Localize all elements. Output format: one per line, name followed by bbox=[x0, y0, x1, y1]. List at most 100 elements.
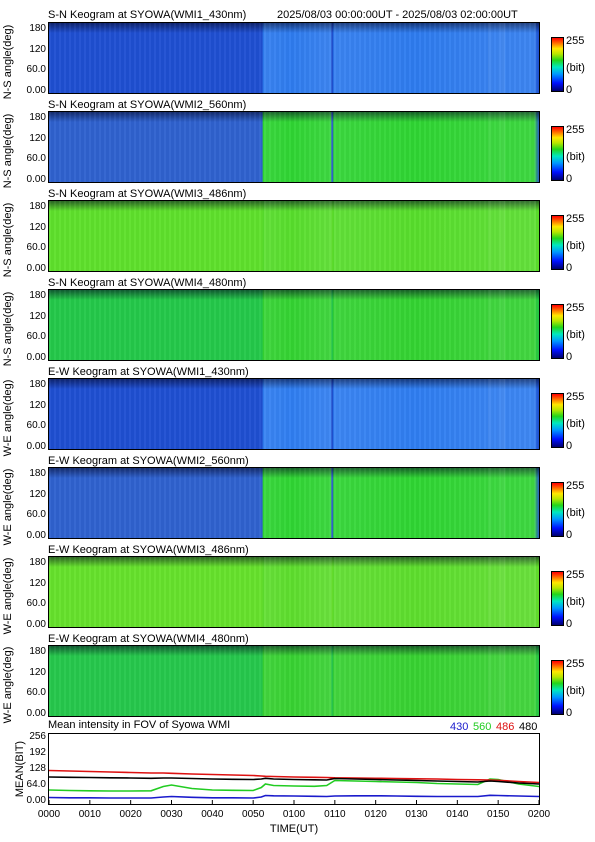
keogram-6-ytick: 0.00 bbox=[26, 530, 46, 541]
keogram-4-ytick: 120 bbox=[29, 310, 46, 322]
colorbar-6-unit-label: (bit) bbox=[566, 507, 585, 519]
colorbar-8 bbox=[551, 660, 564, 715]
colorbar-8-max-label: 255 bbox=[566, 658, 585, 670]
colorbar-1-unit-label: (bit) bbox=[566, 62, 585, 74]
x-tick-label: 0120 bbox=[364, 809, 387, 820]
keogram-5-ytick: 120 bbox=[29, 399, 46, 411]
x-tick-label: 0050 bbox=[242, 809, 265, 820]
keogram-8-ytick: 0.00 bbox=[26, 708, 46, 719]
keogram-6-title: E-W Keogram at SYOWA(WMI2_560nm) bbox=[48, 455, 249, 467]
keogram-1-ytick: 180 bbox=[29, 23, 46, 34]
keogram-5-image bbox=[48, 378, 540, 450]
colorbar-2-max-label: 255 bbox=[566, 124, 585, 136]
keogram-5-ytick: 0.00 bbox=[26, 441, 46, 452]
colorbar-2-min-label: 0 bbox=[566, 173, 573, 185]
keogram-6-ytick: 120 bbox=[29, 488, 46, 500]
colorbar-3-unit-label: (bit) bbox=[566, 240, 585, 252]
legend-430: 430 bbox=[450, 721, 469, 733]
colorbar-3-min-label: 0 bbox=[566, 262, 573, 274]
keogram-8-ytick: 120 bbox=[29, 666, 46, 678]
colorbar-5-unit-label: (bit) bbox=[566, 418, 585, 430]
colorbar-7 bbox=[551, 571, 564, 626]
keogram-4-ytick: 60.0 bbox=[26, 331, 46, 343]
keogram-3-ytick: 0.00 bbox=[26, 263, 46, 274]
keogram-3-ytick: 60.0 bbox=[26, 242, 46, 254]
keogram-1-ytick: 0.00 bbox=[26, 85, 46, 96]
colorbar-7-max-label: 255 bbox=[566, 569, 585, 581]
mean-ytick: 64.0 bbox=[26, 779, 46, 790]
mean-panel-title: Mean intensity in FOV of Syowa WMI bbox=[48, 719, 231, 731]
colorbar-1-max-label: 255 bbox=[566, 35, 585, 47]
colorbar-4-unit-label: (bit) bbox=[566, 329, 585, 341]
keogram-8-title: E-W Keogram at SYOWA(WMI4_480nm) bbox=[48, 633, 249, 645]
time-period: 2025/08/03 00:00:00UT - 2025/08/03 02:00… bbox=[277, 9, 518, 21]
legend-560: 560 bbox=[473, 721, 492, 733]
series-430-line bbox=[49, 794, 539, 799]
keogram-4-title: S-N Keogram at SYOWA(WMI4_480nm) bbox=[48, 277, 247, 289]
colorbar-4-min-label: 0 bbox=[566, 351, 573, 363]
mean-intensity-plot bbox=[48, 733, 540, 805]
series-486-line bbox=[49, 769, 539, 784]
keogram-5-ylabel: W-E angle(deg) bbox=[2, 379, 14, 457]
colorbar-6 bbox=[551, 482, 564, 537]
x-tick-label: 0000 bbox=[37, 809, 61, 820]
keogram-8-ylabel: W-E angle(deg) bbox=[2, 646, 14, 724]
legend-480: 480 bbox=[519, 721, 538, 733]
keogram-4-ytick: 0.00 bbox=[26, 352, 46, 363]
colorbar-5 bbox=[551, 393, 564, 448]
colorbar-3 bbox=[551, 215, 564, 270]
keogram-8-ytick: 180 bbox=[29, 646, 46, 657]
colorbar-6-min-label: 0 bbox=[566, 529, 573, 541]
colorbar-4 bbox=[551, 304, 564, 359]
x-tick-label: 0200 bbox=[527, 809, 551, 820]
x-tick-label: 0110 bbox=[324, 809, 346, 820]
keogram-6-ylabel: W-E angle(deg) bbox=[2, 468, 14, 546]
keogram-3-image bbox=[48, 200, 540, 272]
keogram-7-title: E-W Keogram at SYOWA(WMI3_486nm) bbox=[48, 544, 249, 556]
x-axis-label: TIME(UT) bbox=[269, 823, 319, 835]
keogram-3-ytick: 120 bbox=[29, 221, 46, 233]
keogram-6-ytick: 180 bbox=[29, 468, 46, 479]
colorbar-7-unit-label: (bit) bbox=[566, 596, 585, 608]
keogram-7-ylabel: W-E angle(deg) bbox=[2, 557, 14, 635]
series-480-line bbox=[49, 776, 539, 785]
x-tick-label: 0100 bbox=[282, 809, 306, 820]
keogram-7-ytick: 0.00 bbox=[26, 619, 46, 630]
colorbar-2-unit-label: (bit) bbox=[566, 151, 585, 163]
x-tick-label: 0030 bbox=[160, 809, 183, 820]
x-tick-label: 0130 bbox=[405, 809, 428, 820]
x-tick-label: 0040 bbox=[201, 809, 224, 820]
mean-ytick: 192 bbox=[29, 747, 46, 758]
colorbar-1 bbox=[551, 37, 564, 92]
keogram-2-ytick: 0.00 bbox=[26, 174, 46, 185]
keogram-3-ylabel: N-S angle(deg) bbox=[2, 202, 14, 278]
x-tick-label: 0010 bbox=[78, 809, 101, 820]
colorbar-4-max-label: 255 bbox=[566, 302, 585, 314]
keogram-4-ylabel: N-S angle(deg) bbox=[2, 291, 14, 367]
keogram-2-image bbox=[48, 111, 540, 183]
series-560-line bbox=[49, 778, 539, 792]
x-tick-label: 0140 bbox=[446, 809, 469, 820]
keogram-6-image bbox=[48, 467, 540, 539]
keogram-8-ytick: 60.0 bbox=[26, 687, 46, 699]
keogram-5-title: E-W Keogram at SYOWA(WMI1_430nm) bbox=[48, 366, 249, 378]
keogram-5-ytick: 60.0 bbox=[26, 420, 46, 432]
mean-ytick: 128 bbox=[29, 763, 46, 774]
colorbar-7-min-label: 0 bbox=[566, 618, 573, 630]
keogram-1-title: S-N Keogram at SYOWA(WMI1_430nm) bbox=[48, 9, 247, 21]
keogram-5-ytick: 180 bbox=[29, 379, 46, 390]
colorbar-3-max-label: 255 bbox=[566, 213, 585, 225]
keogram-7-ytick: 60.0 bbox=[26, 598, 46, 610]
keogram-3-title: S-N Keogram at SYOWA(WMI3_486nm) bbox=[48, 188, 247, 200]
colorbar-5-min-label: 0 bbox=[566, 440, 573, 452]
colorbar-8-min-label: 0 bbox=[566, 707, 573, 719]
colorbar-8-unit-label: (bit) bbox=[566, 685, 585, 697]
keogram-4-image bbox=[48, 289, 540, 361]
keogram-6-ytick: 60.0 bbox=[26, 509, 46, 521]
colorbar-6-max-label: 255 bbox=[566, 480, 585, 492]
keogram-2-ytick: 120 bbox=[29, 132, 46, 144]
keogram-1-ytick: 60.0 bbox=[26, 64, 46, 76]
colorbar-2 bbox=[551, 126, 564, 181]
x-tick-label: 0150 bbox=[487, 809, 510, 820]
colorbar-1-min-label: 0 bbox=[566, 84, 573, 96]
